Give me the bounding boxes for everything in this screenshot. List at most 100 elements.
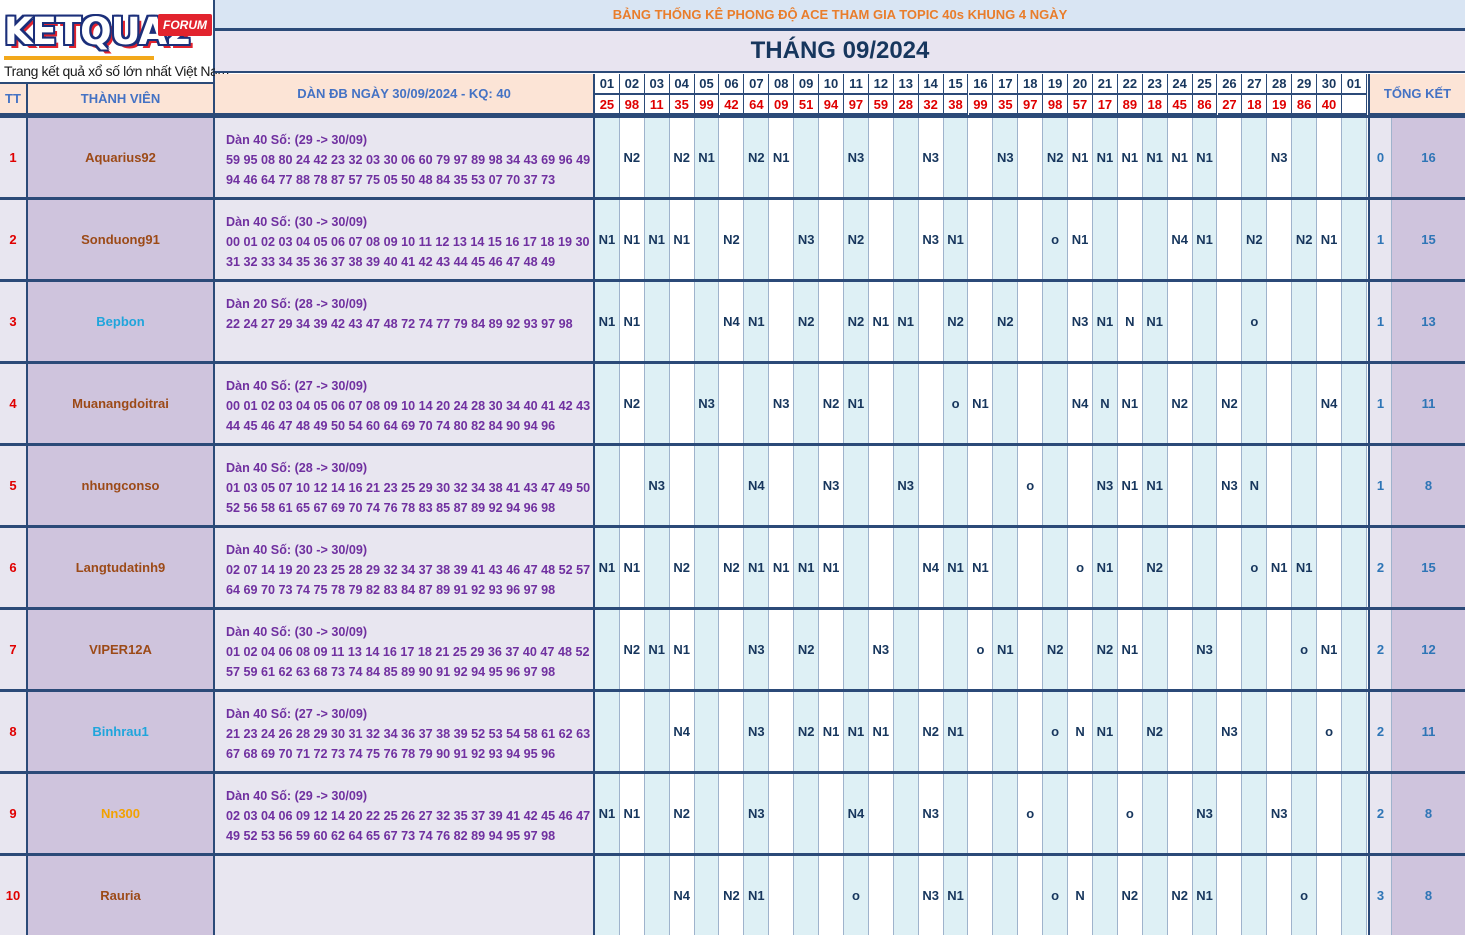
day-mark-cell [893, 856, 919, 935]
day-mark-cell: N1 [943, 528, 969, 607]
day-mark-cell [1317, 774, 1342, 853]
day-mark-cell [769, 282, 795, 361]
day-mark-cell: N3 [1217, 446, 1243, 525]
row-separator [0, 689, 1465, 692]
day-mark-cell: N1 [943, 856, 969, 935]
day-mark-cell: N4 [669, 856, 695, 935]
day-mark-cell [1018, 528, 1044, 607]
day-mark-cell: o [1292, 856, 1318, 935]
member-name[interactable]: Binhrau1 [28, 692, 215, 771]
day-mark-cell [844, 446, 869, 525]
day-number-cell: 20 [1068, 74, 1093, 95]
day-mark-cell: N1 [1117, 364, 1143, 443]
day-mark-cell [1217, 528, 1243, 607]
member-name[interactable]: Aquarius92 [28, 118, 215, 197]
day-result-cell: 86 [1192, 95, 1218, 116]
row-number: 2 [0, 200, 28, 279]
day-mark-cell [595, 692, 620, 771]
day-mark-cell [1317, 528, 1342, 607]
dan-cell: Dàn 40 Số: (29 -> 30/09) 59 95 08 80 24 4… [215, 118, 595, 197]
member-name[interactable]: nhungconso [28, 446, 215, 525]
day-mark-cell [868, 118, 894, 197]
day-result-cell: 40 [1317, 95, 1342, 116]
dan-heading: Dàn 40 Số: (30 -> 30/09) [226, 543, 368, 557]
day-mark-cell: N1 [1267, 528, 1293, 607]
dan-heading: Dàn 40 Số: (27 -> 30/09) [226, 379, 368, 393]
member-name[interactable]: Sonduong91 [28, 200, 215, 279]
day-result-cell: 59 [868, 95, 894, 116]
day-mark-cell [1192, 282, 1218, 361]
day-mark-cell [1342, 692, 1367, 771]
dan-cell [215, 856, 595, 935]
day-mark-cell: N1 [619, 528, 645, 607]
day-mark-cell: N1 [1117, 446, 1143, 525]
day-mark-cell: N2 [794, 282, 820, 361]
day-mark-cell: N2 [1043, 610, 1069, 689]
day-number-cell: 21 [1093, 74, 1118, 95]
day-mark-cell [1342, 774, 1367, 853]
day-mark-cell [619, 446, 645, 525]
day-mark-cell: N3 [1093, 446, 1118, 525]
day-mark-cell [719, 610, 745, 689]
day-mark-cell [595, 446, 620, 525]
day-number-cell: 04 [669, 74, 695, 95]
dan-heading: Dàn 40 Số: (30 -> 30/09) [226, 215, 368, 229]
day-mark-cell: N3 [769, 364, 795, 443]
ketqua2-logo[interactable]: KETQUA2 FORUM Trang kết quả xổ số lớn nh… [0, 0, 229, 84]
row-separator [0, 115, 1465, 118]
dan-numbers-line: 67 68 69 70 71 72 73 74 75 76 78 79 90 9… [226, 747, 556, 761]
day-mark-cell [1043, 282, 1069, 361]
month-bar: THÁNG 09/2024 [215, 31, 1465, 73]
member-name[interactable]: Bepbon [28, 282, 215, 361]
day-mark-cell [644, 118, 670, 197]
day-result-cell: 94 [819, 95, 844, 116]
summary-hits: 2 [1368, 774, 1392, 853]
day-mark-cell [694, 200, 720, 279]
day-mark-cell: N1 [1117, 118, 1143, 197]
day-mark-cell: N3 [819, 446, 844, 525]
summary-total: 8 [1392, 856, 1465, 935]
dan-numbers-line: 94 46 64 77 88 78 87 57 75 05 50 48 84 3… [226, 173, 556, 187]
day-mark-cell: N1 [619, 200, 645, 279]
day-number-cell: 17 [993, 74, 1019, 95]
day-mark-cell: N1 [644, 200, 670, 279]
summary-total: 8 [1392, 774, 1465, 853]
day-mark-cell [819, 610, 844, 689]
day-mark-cell: o [1242, 282, 1268, 361]
day-mark-cell [868, 364, 894, 443]
day-mark-cell [694, 692, 720, 771]
member-name[interactable]: Langtudatinh9 [28, 528, 215, 607]
day-mark-cell [744, 364, 770, 443]
member-name[interactable]: VIPER12A [28, 610, 215, 689]
day-mark-cell [1317, 282, 1342, 361]
dan-numbers-line: 00 01 02 03 04 05 06 07 08 09 10 14 20 2… [226, 399, 591, 413]
day-mark-cell [918, 364, 944, 443]
day-mark-cell [1342, 364, 1367, 443]
day-number-cell: 22 [1117, 74, 1143, 95]
summary-total: 12 [1392, 610, 1465, 689]
day-mark-cell [1142, 856, 1168, 935]
dan-numbers-line: 02 07 14 19 20 23 25 28 29 32 34 37 38 3… [226, 563, 591, 577]
day-mark-cell: N2 [1117, 856, 1143, 935]
day-mark-cell [1142, 774, 1168, 853]
day-mark-cell [993, 446, 1019, 525]
day-mark-cell: N4 [844, 774, 869, 853]
day-mark-cell: N1 [1292, 528, 1318, 607]
day-mark-cell: N1 [1093, 692, 1118, 771]
day-mark-cell: N1 [1317, 610, 1342, 689]
member-name[interactable]: Nn300 [28, 774, 215, 853]
dan-cell: Dàn 40 Số: (30 -> 30/09) 00 01 02 03 04 0… [215, 200, 595, 279]
day-mark-cell: N3 [918, 118, 944, 197]
day-result-cell: 99 [968, 95, 994, 116]
member-name[interactable]: Rauria [28, 856, 215, 935]
day-mark-cell [794, 364, 820, 443]
member-name[interactable]: Muanangdoitrai [28, 364, 215, 443]
summary-hits: 2 [1368, 528, 1392, 607]
day-mark-cell: N1 [868, 282, 894, 361]
day-mark-cell [694, 282, 720, 361]
day-mark-cell [868, 200, 894, 279]
dan-numbers-line: 59 95 08 80 24 42 23 32 03 30 06 60 79 9… [226, 153, 591, 167]
day-mark-cell: N1 [1142, 282, 1168, 361]
day-mark-cell: N3 [1267, 118, 1293, 197]
day-number-cell: 03 [644, 74, 670, 95]
